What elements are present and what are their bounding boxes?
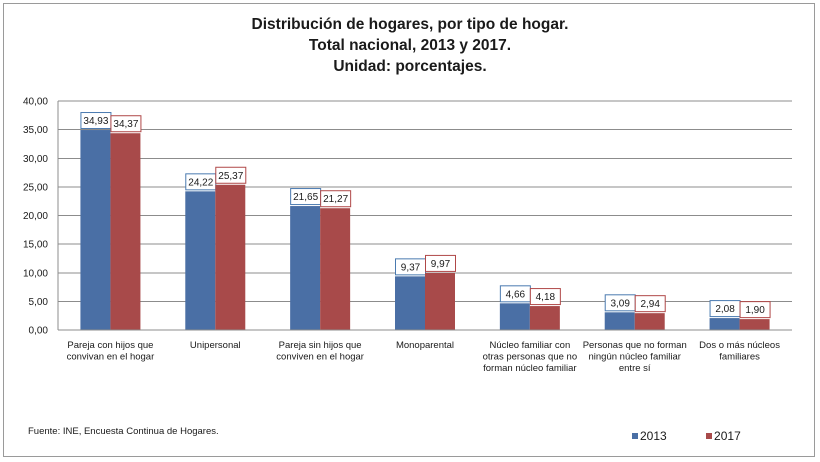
category-label: Unipersonal bbox=[190, 340, 241, 351]
legend-label-2017: 2017 bbox=[714, 429, 741, 443]
data-label-box bbox=[320, 190, 352, 208]
category-label: Personas que no forman ningún núcleo fami… bbox=[583, 340, 687, 374]
data-label-box bbox=[529, 288, 561, 306]
data-label: 2,94 bbox=[640, 299, 660, 310]
category-label: Dos o más núcleos familiares bbox=[699, 340, 780, 363]
data-label: 21,65 bbox=[293, 192, 318, 203]
data-label: 9,97 bbox=[431, 259, 451, 270]
bar-2013-5 bbox=[604, 312, 635, 330]
y-tick-label: 25,00 bbox=[23, 182, 48, 193]
data-label: 2,08 bbox=[715, 304, 735, 315]
chart-title: Distribución de hogares, por tipo de hog… bbox=[0, 14, 820, 77]
data-label-box bbox=[110, 115, 142, 133]
bar-2017-6 bbox=[739, 319, 770, 330]
category-label: Monoparental bbox=[396, 340, 454, 351]
legend-item-2017: 2017 bbox=[706, 429, 741, 443]
data-label: 24,22 bbox=[188, 177, 213, 188]
y-tick-label: 0,00 bbox=[29, 326, 49, 337]
legend: 2013 2017 bbox=[632, 428, 741, 443]
y-tick-label: 30,00 bbox=[23, 154, 48, 165]
chart-title-line-3: Unidad: porcentajes. bbox=[333, 58, 487, 75]
bar-2013-0 bbox=[80, 130, 111, 330]
y-tick-label: 20,00 bbox=[23, 211, 48, 222]
bar-2017-5 bbox=[634, 313, 665, 330]
data-label-box bbox=[215, 166, 247, 184]
source-note: Fuente: INE, Encuesta Continua de Hogare… bbox=[28, 426, 219, 437]
bar-2013-3 bbox=[395, 276, 425, 330]
bar-2013-6 bbox=[709, 318, 740, 330]
data-label: 4,66 bbox=[506, 289, 526, 300]
chart-title-line-1: Distribución de hogares, por tipo de hog… bbox=[251, 16, 569, 33]
data-label-box bbox=[634, 295, 666, 313]
category-label: Núcleo familiar con otras personas que no… bbox=[483, 340, 578, 374]
y-tick-label: 10,00 bbox=[23, 268, 48, 279]
y-tick-label: 40,00 bbox=[23, 97, 48, 108]
data-label: 25,37 bbox=[218, 171, 243, 182]
bar-2017-0 bbox=[110, 133, 141, 330]
bar-2017-1 bbox=[215, 184, 246, 330]
bar-2013-2 bbox=[290, 206, 321, 330]
chart-title-line-2: Total nacional, 2013 y 2017. bbox=[308, 37, 512, 54]
data-label-box bbox=[739, 301, 771, 319]
category-label: Pareja sin hijos que conviven en el hogar bbox=[276, 340, 364, 363]
y-tick-label: 15,00 bbox=[23, 240, 48, 251]
legend-item-2013: 2013 bbox=[632, 429, 667, 443]
data-label: 34,93 bbox=[83, 116, 108, 127]
data-label: 3,09 bbox=[610, 298, 630, 309]
legend-label-2013: 2013 bbox=[640, 429, 667, 443]
bar-2013-1 bbox=[185, 191, 216, 330]
data-label: 21,27 bbox=[323, 194, 348, 205]
bar-2017-4 bbox=[529, 306, 560, 330]
bar-2017-3 bbox=[425, 272, 455, 330]
y-tick-label: 35,00 bbox=[23, 125, 48, 136]
data-label: 1,90 bbox=[745, 305, 765, 316]
data-label-box bbox=[425, 254, 456, 272]
data-label: 9,37 bbox=[401, 262, 421, 273]
data-label: 4,18 bbox=[536, 292, 556, 303]
category-label: Pareja con hijos que convivan en el hogar bbox=[67, 340, 155, 363]
y-tick-label: 5,00 bbox=[29, 297, 49, 308]
bar-2017-2 bbox=[320, 208, 351, 330]
data-label: 34,37 bbox=[113, 119, 138, 130]
legend-swatch-2017 bbox=[706, 433, 713, 439]
bar-2013-4 bbox=[499, 303, 530, 330]
legend-swatch-2013 bbox=[632, 433, 638, 439]
